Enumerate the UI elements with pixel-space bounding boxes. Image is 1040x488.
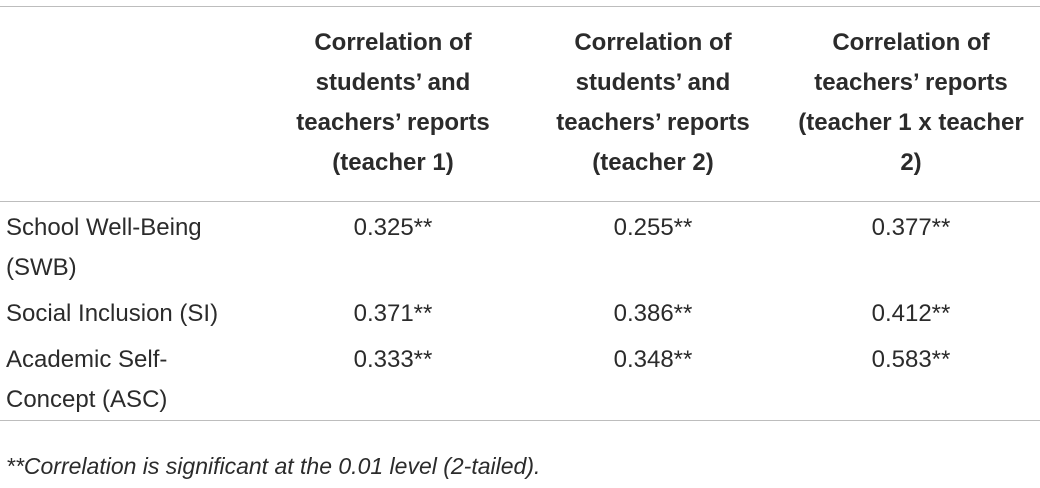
data-table: Correlation of students’ and teachers’ r… xyxy=(0,6,1040,421)
cell: 0.348** xyxy=(613,346,693,373)
header-cell xyxy=(0,7,262,202)
cell: 0.333** xyxy=(353,346,433,373)
row-label: Academic Self-Concept (ASC) xyxy=(6,346,168,413)
row-label: School Well-Being (SWB) xyxy=(6,214,202,281)
header-cell: Correlation of teachers’ reports (teache… xyxy=(798,29,1024,176)
row-label: Social Inclusion (SI) xyxy=(6,300,219,327)
cell: 0.255** xyxy=(613,214,693,241)
cell: 0.377** xyxy=(871,214,951,241)
cell: 0.371** xyxy=(353,300,433,327)
header-cell: Correlation of students’ and teachers’ r… xyxy=(556,29,750,176)
table-body: School Well-Being (SWB) 0.325** 0.255** 0.3… xyxy=(0,202,1040,421)
table-row: Social Inclusion (SI) 0.371** 0.386** 0.412… xyxy=(0,288,1040,334)
cell: 0.583** xyxy=(871,346,951,373)
footnote: **Correlation is significant at the 0.01… xyxy=(6,453,541,479)
table-row: Academic Self-Concept (ASC) 0.333** 0.348*… xyxy=(0,334,1040,421)
cell: 0.386** xyxy=(613,300,693,327)
cell: 0.412** xyxy=(871,300,951,327)
cell: 0.325** xyxy=(353,214,433,241)
header-row: Correlation of students’ and teachers’ r… xyxy=(0,6,1040,202)
table-row: School Well-Being (SWB) 0.325** 0.255** 0.3… xyxy=(0,202,1040,289)
header-cell: Correlation of students’ and teachers’ r… xyxy=(296,29,490,176)
